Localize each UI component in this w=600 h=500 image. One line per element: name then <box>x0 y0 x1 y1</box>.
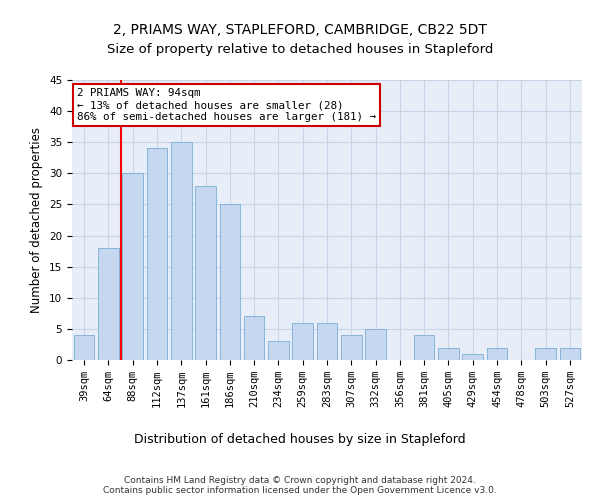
Bar <box>244 316 265 360</box>
Bar <box>268 342 289 360</box>
Bar <box>292 322 313 360</box>
Text: Contains HM Land Registry data © Crown copyright and database right 2024.
Contai: Contains HM Land Registry data © Crown c… <box>103 476 497 495</box>
Bar <box>220 204 240 360</box>
Bar <box>171 142 191 360</box>
Text: 2 PRIAMS WAY: 94sqm
← 13% of detached houses are smaller (28)
86% of semi-detach: 2 PRIAMS WAY: 94sqm ← 13% of detached ho… <box>77 88 376 122</box>
Bar <box>414 335 434 360</box>
Bar <box>98 248 119 360</box>
Y-axis label: Number of detached properties: Number of detached properties <box>31 127 43 313</box>
Bar <box>560 348 580 360</box>
Bar <box>535 348 556 360</box>
Bar <box>74 335 94 360</box>
Bar <box>195 186 216 360</box>
Bar <box>365 329 386 360</box>
Text: Size of property relative to detached houses in Stapleford: Size of property relative to detached ho… <box>107 42 493 56</box>
Bar <box>317 322 337 360</box>
Bar <box>146 148 167 360</box>
Bar <box>438 348 459 360</box>
Bar <box>463 354 483 360</box>
Bar <box>487 348 508 360</box>
Bar <box>341 335 362 360</box>
Text: Distribution of detached houses by size in Stapleford: Distribution of detached houses by size … <box>134 432 466 446</box>
Text: 2, PRIAMS WAY, STAPLEFORD, CAMBRIDGE, CB22 5DT: 2, PRIAMS WAY, STAPLEFORD, CAMBRIDGE, CB… <box>113 22 487 36</box>
Bar <box>122 174 143 360</box>
